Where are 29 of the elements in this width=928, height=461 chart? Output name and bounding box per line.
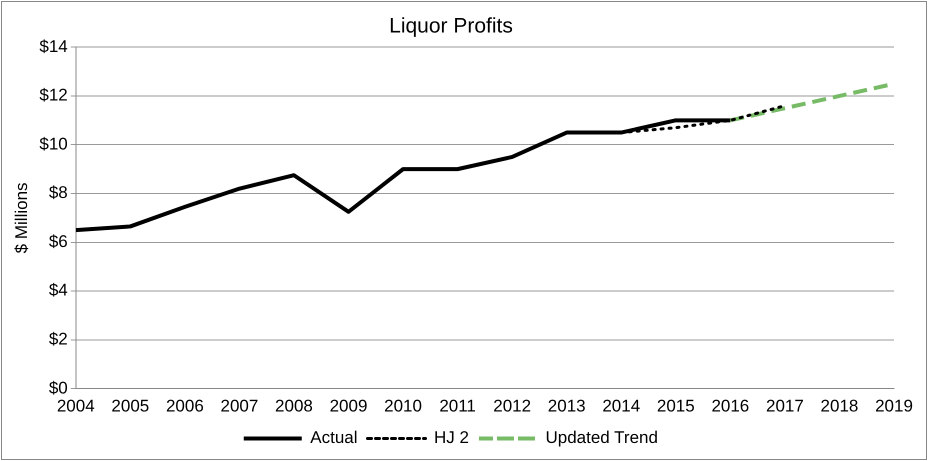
x-tick-label: 2019 xyxy=(875,396,913,416)
x-tick-label: 2013 xyxy=(548,396,586,416)
legend-label: HJ 2 xyxy=(434,428,469,448)
x-tick-label: 2012 xyxy=(493,396,532,416)
x-tick-label: 2005 xyxy=(111,396,150,416)
legend-label: Updated Trend xyxy=(545,428,658,448)
y-tick-label: $2 xyxy=(48,330,68,349)
x-tick-label: 2015 xyxy=(656,396,695,416)
y-tick-label: $14 xyxy=(39,36,68,56)
x-tick-label: 2016 xyxy=(711,396,750,416)
x-tick-label: 2009 xyxy=(330,396,368,416)
x-tick-label: 2018 xyxy=(820,396,858,416)
y-tick-label: $10 xyxy=(39,134,68,154)
y-axis-title: $ Millions xyxy=(12,182,31,254)
x-tick-label: 2008 xyxy=(275,396,313,416)
x-tick-label: 2004 xyxy=(56,396,95,416)
y-tick-label: $12 xyxy=(39,86,68,105)
x-tick-label: 2014 xyxy=(602,396,640,416)
y-tick-label: $6 xyxy=(48,232,68,251)
y-tick-label: $0 xyxy=(48,378,68,398)
chart-title: Liquor Profits xyxy=(389,14,513,38)
x-tick-label: 2006 xyxy=(166,396,204,416)
x-tick-label: 2007 xyxy=(220,396,258,416)
x-tick-label: 2010 xyxy=(384,396,422,416)
x-tick-label: 2017 xyxy=(766,396,804,416)
y-tick-label: $8 xyxy=(48,183,68,202)
legend-label: Actual xyxy=(310,428,358,448)
x-tick-label: 2011 xyxy=(439,396,476,416)
y-tick-label: $4 xyxy=(48,280,68,300)
